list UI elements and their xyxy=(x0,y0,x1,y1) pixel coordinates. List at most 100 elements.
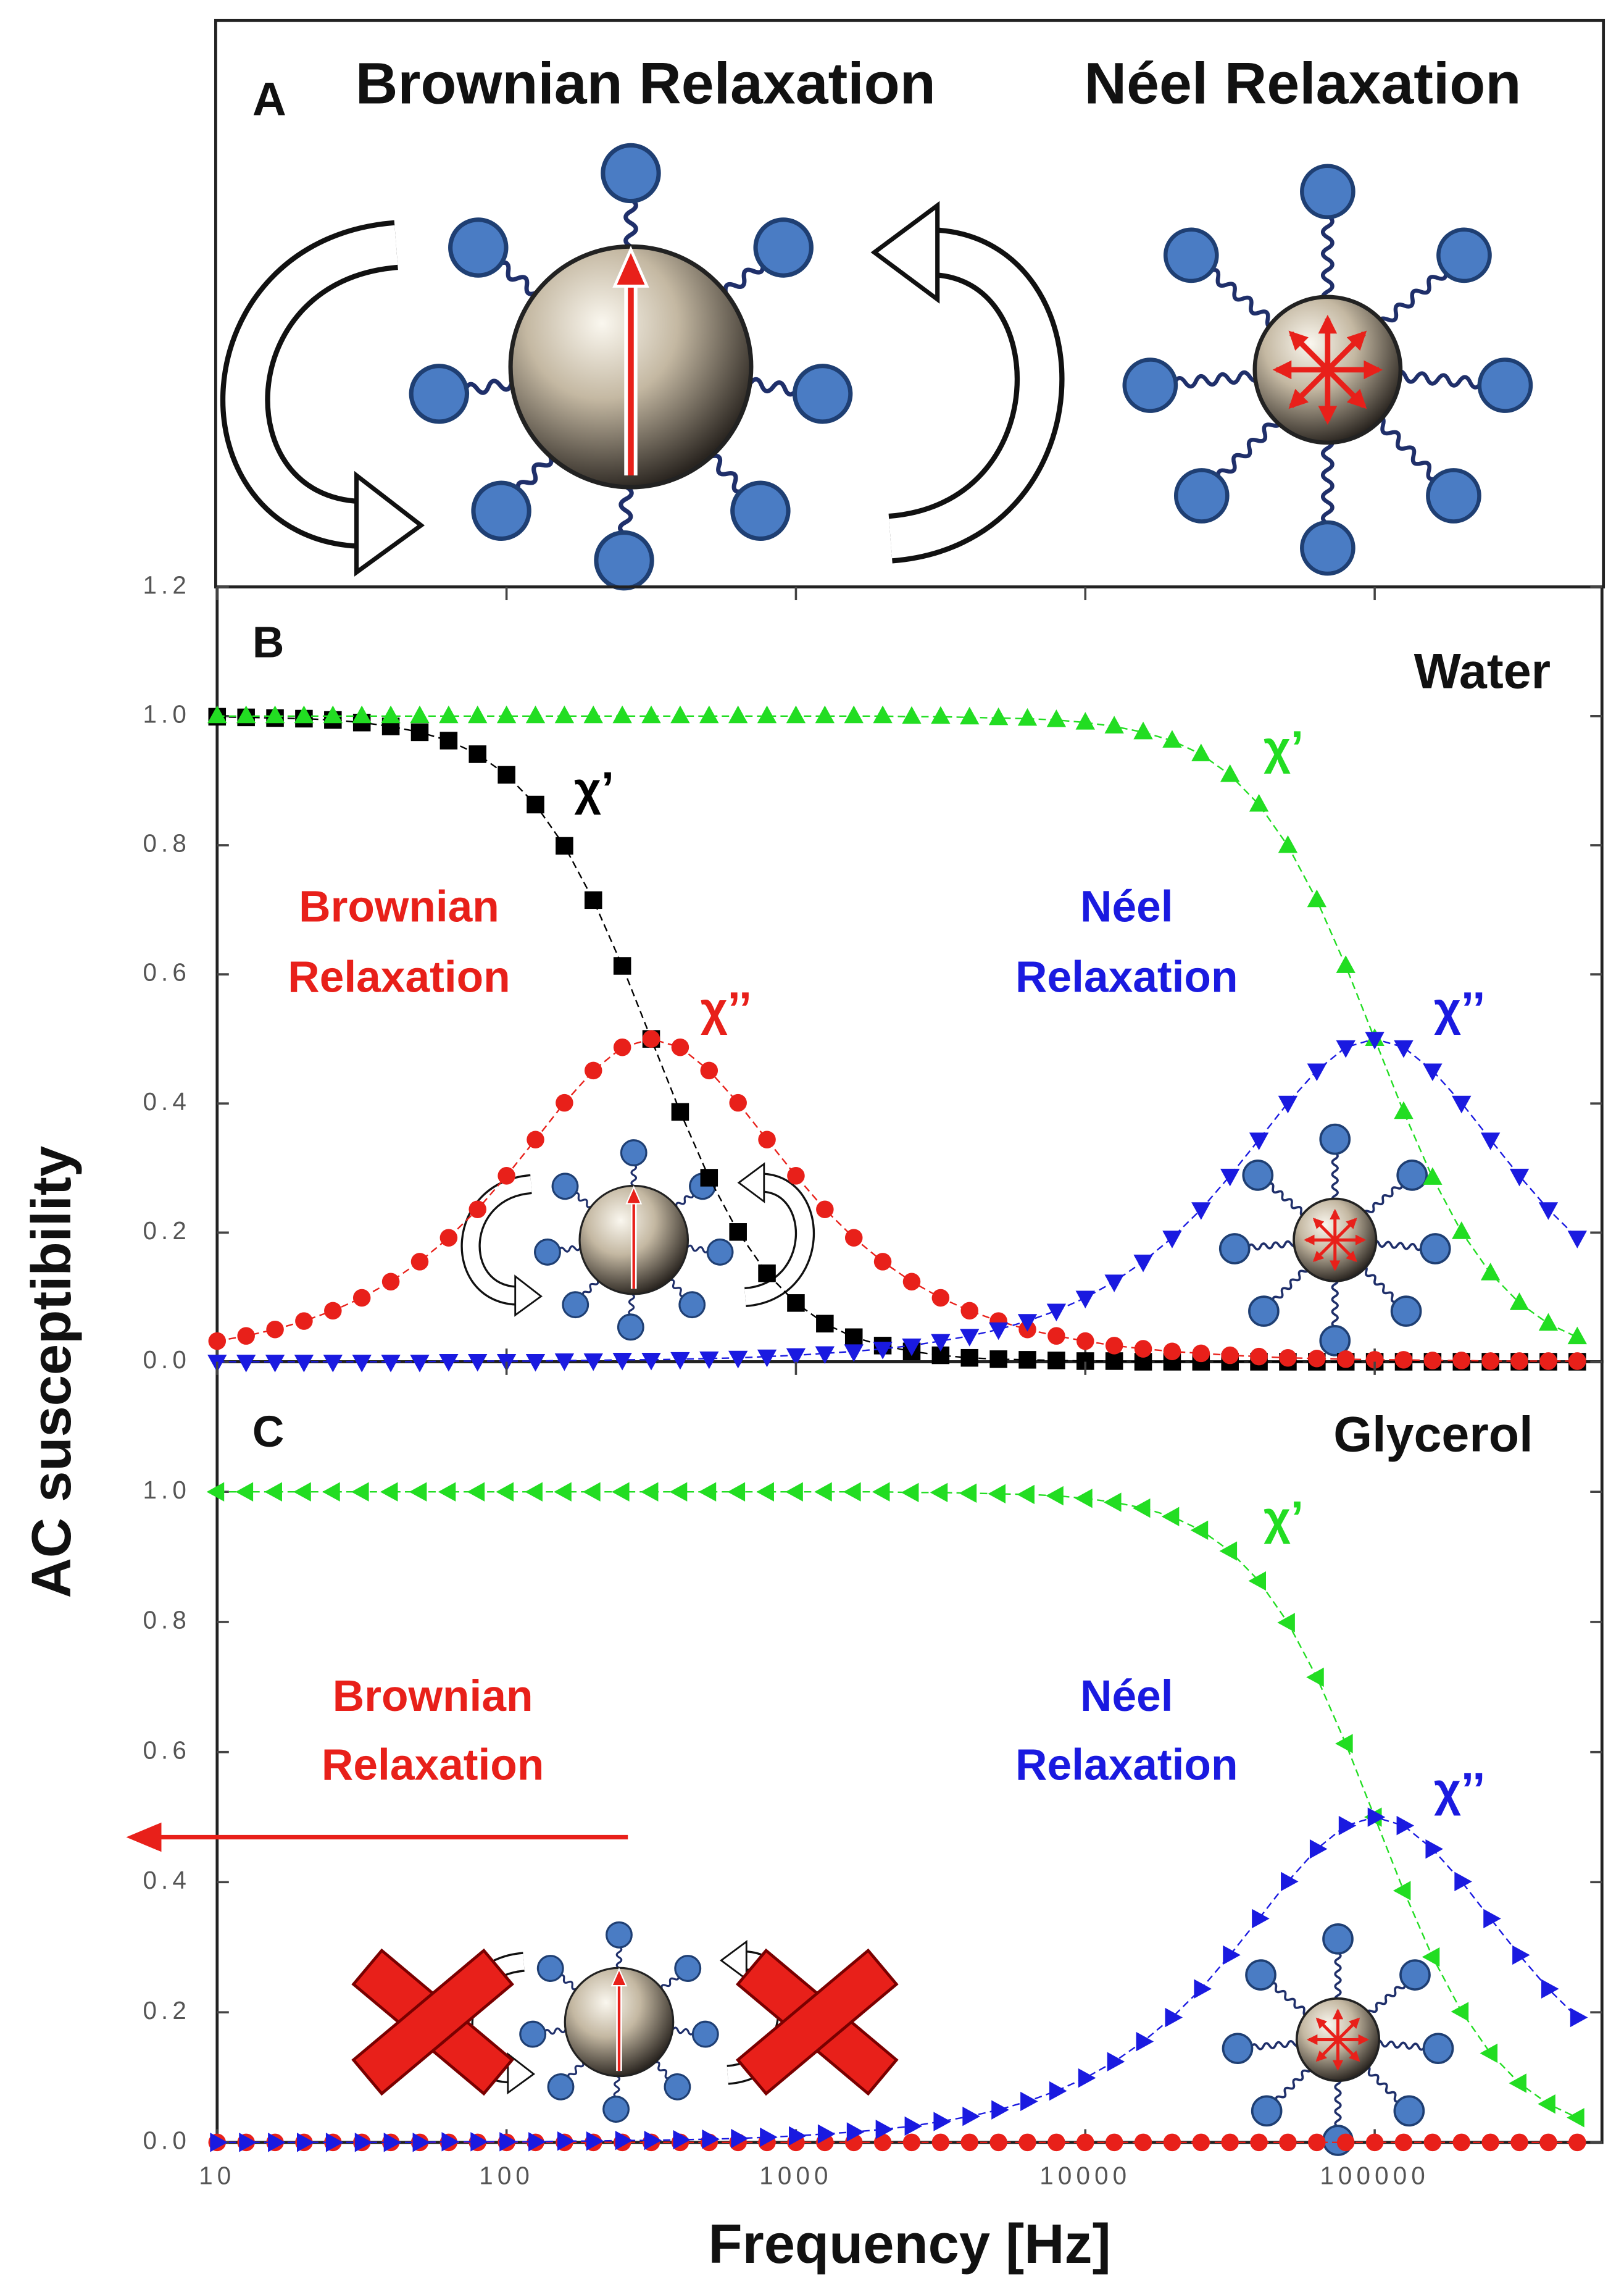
series-label: χ’’ xyxy=(1434,983,1485,1035)
annotation: Néel xyxy=(1080,1671,1173,1721)
marker xyxy=(584,891,602,909)
marker xyxy=(1336,1350,1355,1368)
marker xyxy=(1539,2133,1557,2152)
marker xyxy=(1567,1231,1587,1248)
marker xyxy=(699,705,719,724)
marker xyxy=(1570,2007,1588,2028)
marker xyxy=(527,795,544,814)
marker xyxy=(786,1348,806,1366)
marker xyxy=(499,2132,517,2152)
marker xyxy=(498,766,515,784)
marker xyxy=(352,705,372,724)
marker xyxy=(1422,1947,1440,1967)
marker xyxy=(931,2133,950,2152)
marker xyxy=(1277,1613,1295,1632)
marker xyxy=(988,707,1009,725)
marker xyxy=(960,706,980,725)
marker xyxy=(931,706,951,724)
x-tick-label: 100 xyxy=(479,2162,534,2190)
marker xyxy=(1104,716,1124,734)
marker xyxy=(729,1223,747,1241)
marker xyxy=(816,1200,834,1218)
marker xyxy=(1279,2133,1297,2152)
marker xyxy=(1163,2133,1181,2152)
x-tick-label: 10 xyxy=(199,2162,235,2190)
x-tick-label: 10000 xyxy=(1039,2162,1131,2190)
marker xyxy=(236,705,256,724)
blocked-mark xyxy=(738,1950,896,2094)
marker xyxy=(470,2132,488,2152)
marker xyxy=(1367,1807,1386,1827)
marker xyxy=(439,705,459,724)
marker xyxy=(613,957,631,975)
marker xyxy=(758,1131,776,1149)
y-tick-label: 1.0 xyxy=(143,1476,191,1504)
marker xyxy=(297,2133,315,2152)
marker xyxy=(1423,1063,1443,1081)
annotation: Relaxation xyxy=(288,952,510,1001)
marker xyxy=(1452,1221,1472,1239)
marker xyxy=(1396,1816,1415,1836)
marker xyxy=(846,2122,865,2142)
marker xyxy=(1250,2133,1268,2152)
brownian-particle xyxy=(518,1922,719,2122)
y-tick-label: 0.2 xyxy=(143,1996,191,2025)
marker xyxy=(844,1344,864,1362)
marker xyxy=(642,1030,660,1048)
marker xyxy=(1451,2002,1469,2021)
marker xyxy=(959,1483,977,1503)
marker xyxy=(671,1103,689,1121)
marker xyxy=(988,1484,1006,1504)
marker xyxy=(1307,1063,1327,1081)
marker xyxy=(1306,1667,1324,1687)
marker xyxy=(1191,1202,1211,1220)
marker xyxy=(960,1302,979,1320)
marker xyxy=(351,1482,369,1502)
series-line xyxy=(217,1816,1578,2144)
marker xyxy=(438,1482,456,1502)
marker xyxy=(1538,2094,1555,2114)
marker xyxy=(412,2133,431,2152)
marker xyxy=(1281,1871,1299,1892)
marker xyxy=(1480,2043,1498,2063)
annotation: Relaxation xyxy=(1015,952,1238,1001)
marker xyxy=(1163,1342,1181,1361)
marker xyxy=(352,1355,372,1373)
series-line xyxy=(217,1038,1578,1362)
marker xyxy=(1049,2081,1067,2101)
marker xyxy=(1336,2133,1355,2152)
marker xyxy=(641,705,661,724)
marker xyxy=(960,1329,980,1347)
marker xyxy=(757,1349,777,1368)
marker xyxy=(496,705,517,724)
marker xyxy=(673,2130,691,2150)
marker xyxy=(700,1169,718,1187)
marker xyxy=(931,1289,950,1307)
marker xyxy=(644,2130,662,2151)
marker xyxy=(236,1355,256,1373)
marker xyxy=(989,2133,1007,2152)
marker xyxy=(323,1355,343,1373)
marker xyxy=(729,1093,747,1112)
marker xyxy=(641,1352,661,1371)
marker xyxy=(583,1482,601,1502)
marker xyxy=(700,1061,718,1080)
marker xyxy=(1393,1881,1411,1900)
marker xyxy=(1481,1352,1499,1370)
marker xyxy=(294,1355,314,1373)
marker xyxy=(991,2100,1009,2120)
marker xyxy=(525,1354,546,1372)
marker xyxy=(1105,1337,1123,1355)
neel-particle xyxy=(1219,1125,1451,1355)
marker xyxy=(468,1200,486,1218)
series-label: χ’ xyxy=(574,763,614,815)
marker xyxy=(873,1253,892,1271)
annotation: Brownian xyxy=(333,1671,533,1721)
marker xyxy=(1336,1040,1355,1058)
marker xyxy=(1134,2133,1152,2152)
marker xyxy=(669,1482,688,1502)
marker xyxy=(960,1348,979,1367)
marker xyxy=(902,1273,921,1291)
marker xyxy=(1539,1352,1557,1370)
